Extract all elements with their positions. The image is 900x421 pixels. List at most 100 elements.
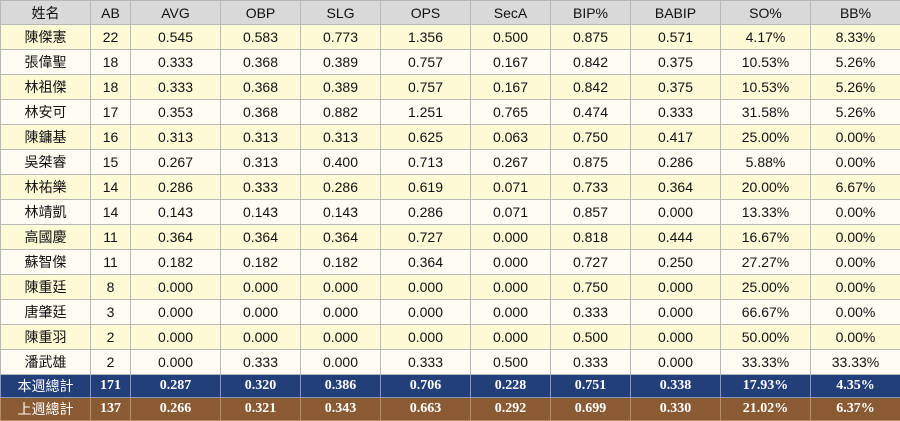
stat-cell: 0.500 bbox=[471, 350, 551, 375]
total-label: 本週總計 bbox=[1, 375, 91, 398]
stat-cell: 0.000 bbox=[381, 275, 471, 300]
stat-cell: 0.750 bbox=[551, 125, 631, 150]
stat-cell: 0.000 bbox=[221, 325, 301, 350]
stat-cell: 0.00% bbox=[811, 250, 900, 275]
stat-cell: 31.58% bbox=[721, 100, 811, 125]
stat-cell: 8.33% bbox=[811, 25, 900, 50]
stat-cell: 0.400 bbox=[301, 150, 381, 175]
player-name: 蘇智傑 bbox=[1, 250, 91, 275]
stat-cell: 27.27% bbox=[721, 250, 811, 275]
stat-cell: 0.000 bbox=[631, 200, 721, 225]
stat-cell: 1.251 bbox=[381, 100, 471, 125]
stat-cell: 0.364 bbox=[631, 175, 721, 200]
stat-cell: 16 bbox=[91, 125, 131, 150]
player-name: 高國慶 bbox=[1, 225, 91, 250]
stat-cell: 25.00% bbox=[721, 275, 811, 300]
total-cell: 0.320 bbox=[221, 375, 301, 398]
total-cell: 0.751 bbox=[551, 375, 631, 398]
stat-cell: 0.000 bbox=[471, 300, 551, 325]
stat-cell: 0.000 bbox=[381, 300, 471, 325]
stat-cell: 0.000 bbox=[131, 325, 221, 350]
total-cell: 17.93% bbox=[721, 375, 811, 398]
stat-cell: 0.063 bbox=[471, 125, 551, 150]
stat-cell: 0.00% bbox=[811, 275, 900, 300]
total-cell: 0.330 bbox=[631, 398, 721, 421]
stat-cell: 5.26% bbox=[811, 75, 900, 100]
stat-cell: 0.000 bbox=[631, 275, 721, 300]
stat-cell: 0.842 bbox=[551, 75, 631, 100]
stat-cell: 50.00% bbox=[721, 325, 811, 350]
stat-cell: 14 bbox=[91, 175, 131, 200]
stat-cell: 0.000 bbox=[221, 300, 301, 325]
stat-cell: 16.67% bbox=[721, 225, 811, 250]
total-cell: 0.338 bbox=[631, 375, 721, 398]
stat-cell: 0.353 bbox=[131, 100, 221, 125]
stat-cell: 0.000 bbox=[301, 350, 381, 375]
stat-cell: 0.000 bbox=[301, 325, 381, 350]
stat-cell: 0.333 bbox=[131, 50, 221, 75]
total-cell: 0.706 bbox=[381, 375, 471, 398]
stat-cell: 0.000 bbox=[131, 275, 221, 300]
stat-cell: 0.167 bbox=[471, 75, 551, 100]
column-header-name: 姓名 bbox=[1, 1, 91, 25]
stat-cell: 0.765 bbox=[471, 100, 551, 125]
stat-cell: 0.389 bbox=[301, 50, 381, 75]
stat-cell: 2 bbox=[91, 325, 131, 350]
stat-cell: 14 bbox=[91, 200, 131, 225]
player-name: 吳桀睿 bbox=[1, 150, 91, 175]
column-header-seca: SecA bbox=[471, 1, 551, 25]
stat-cell: 0.286 bbox=[301, 175, 381, 200]
column-header-ops: OPS bbox=[381, 1, 471, 25]
stat-cell: 0.143 bbox=[221, 200, 301, 225]
total-label: 上週總計 bbox=[1, 398, 91, 421]
last-week-total-row: 上週總計 137 0.266 0.321 0.343 0.663 0.292 0… bbox=[1, 398, 900, 421]
stat-cell: 0.619 bbox=[381, 175, 471, 200]
stat-cell: 0.00% bbox=[811, 150, 900, 175]
stat-cell: 0.818 bbox=[551, 225, 631, 250]
stat-cell: 0.00% bbox=[811, 300, 900, 325]
stat-cell: 11 bbox=[91, 225, 131, 250]
stat-cell: 0.727 bbox=[381, 225, 471, 250]
stat-cell: 0.757 bbox=[381, 75, 471, 100]
stat-cell: 0.182 bbox=[301, 250, 381, 275]
stat-cell: 8 bbox=[91, 275, 131, 300]
stat-cell: 0.071 bbox=[471, 175, 551, 200]
total-cell: 0.292 bbox=[471, 398, 551, 421]
stat-cell: 0.000 bbox=[301, 275, 381, 300]
stat-cell: 0.333 bbox=[381, 350, 471, 375]
stat-cell: 0.250 bbox=[631, 250, 721, 275]
total-cell: 137 bbox=[91, 398, 131, 421]
stat-cell: 0.333 bbox=[131, 75, 221, 100]
stat-cell: 10.53% bbox=[721, 75, 811, 100]
stat-cell: 0.286 bbox=[631, 150, 721, 175]
total-cell: 6.37% bbox=[811, 398, 900, 421]
stat-cell: 0.333 bbox=[551, 300, 631, 325]
column-header-ab: AB bbox=[91, 1, 131, 25]
stat-cell: 0.500 bbox=[471, 25, 551, 50]
player-name: 林安可 bbox=[1, 100, 91, 125]
stat-cell: 2 bbox=[91, 350, 131, 375]
stat-cell: 11 bbox=[91, 250, 131, 275]
stat-cell: 0.00% bbox=[811, 325, 900, 350]
total-cell: 21.02% bbox=[721, 398, 811, 421]
total-cell: 171 bbox=[91, 375, 131, 398]
stat-cell: 0.857 bbox=[551, 200, 631, 225]
stat-cell: 33.33% bbox=[811, 350, 900, 375]
stat-cell: 0.286 bbox=[131, 175, 221, 200]
stat-cell: 0.583 bbox=[221, 25, 301, 50]
this-week-total-row: 本週總計 171 0.287 0.320 0.386 0.706 0.228 0… bbox=[1, 375, 900, 398]
stat-cell: 0.000 bbox=[471, 325, 551, 350]
stat-cell: 0.267 bbox=[471, 150, 551, 175]
stat-cell: 0.313 bbox=[301, 125, 381, 150]
total-cell: 0.266 bbox=[131, 398, 221, 421]
total-cell: 0.287 bbox=[131, 375, 221, 398]
stat-cell: 17 bbox=[91, 100, 131, 125]
player-name: 林祐樂 bbox=[1, 175, 91, 200]
